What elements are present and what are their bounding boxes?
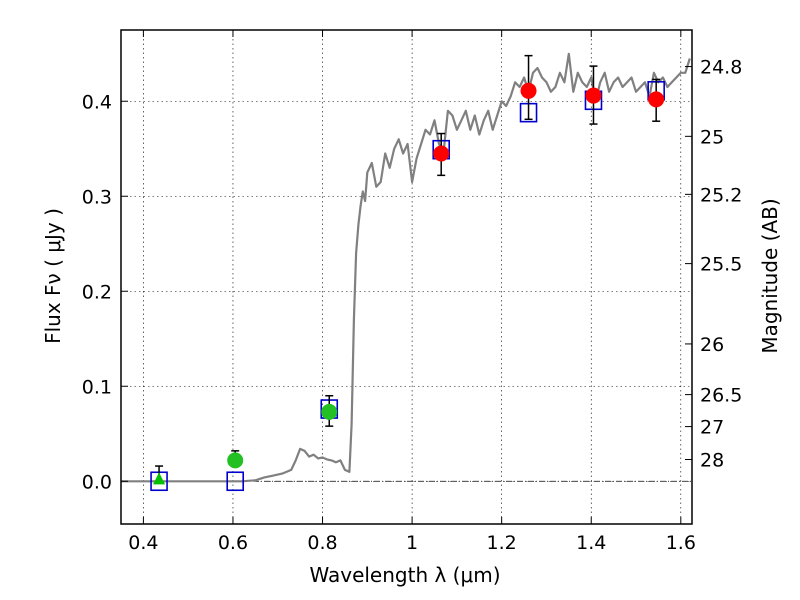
x-tick-label: 1.6 bbox=[666, 532, 696, 554]
red-data-point bbox=[648, 91, 665, 108]
x-tick-label: 0.4 bbox=[128, 532, 158, 554]
magnitude-tick-label: 26 bbox=[700, 334, 724, 356]
x-tick-label: 1.2 bbox=[487, 532, 517, 554]
red-data-point bbox=[520, 82, 537, 99]
green-data-point bbox=[227, 452, 244, 469]
red-data-point bbox=[433, 145, 450, 162]
magnitude-tick-label: 27 bbox=[700, 417, 724, 439]
x-tick-label: 0.8 bbox=[307, 532, 337, 554]
plot-frame bbox=[120, 29, 693, 525]
magnitude-tick-label: 25 bbox=[700, 126, 724, 148]
axis-ticks: 0.4 0.6 0.8 1 1.2 1.4 1.6 0.0 0.1 0.2 0.3 0.4 24.8 25… bbox=[82, 30, 742, 554]
magnitude-tick-label: 24.8 bbox=[700, 57, 742, 79]
series-layer bbox=[121, 52, 691, 492]
grid-lines bbox=[121, 30, 692, 524]
model-square bbox=[226, 471, 244, 492]
magnitude-tick-label: 25.2 bbox=[700, 184, 742, 206]
x-tick-label: 1.4 bbox=[576, 532, 606, 554]
y-tick-label: 0.0 bbox=[82, 471, 112, 493]
x-axis-label: Wavelength λ (μm) bbox=[309, 563, 500, 587]
x-tick-label: 1 bbox=[406, 532, 418, 554]
y-tick-label: 0.3 bbox=[82, 186, 112, 208]
spectrum-line bbox=[121, 52, 691, 483]
magnitude-tick-label: 25.5 bbox=[700, 254, 742, 276]
upper-limit-triangle bbox=[153, 472, 166, 485]
magnitude-tick-label: 26.5 bbox=[700, 385, 742, 407]
magnitude-tick-label: 28 bbox=[700, 449, 724, 471]
y-tick-label: 0.1 bbox=[82, 376, 112, 398]
y-axis-label: Flux Fν ( μJy ) bbox=[41, 208, 65, 344]
y-tick-label: 0.4 bbox=[82, 91, 112, 113]
right-axis-label: Magnitude (AB) bbox=[758, 198, 782, 353]
y-tick-label: 0.2 bbox=[82, 281, 112, 303]
red-data-point bbox=[585, 87, 602, 104]
x-tick-label: 0.6 bbox=[218, 532, 248, 554]
green-data-point bbox=[321, 403, 338, 420]
